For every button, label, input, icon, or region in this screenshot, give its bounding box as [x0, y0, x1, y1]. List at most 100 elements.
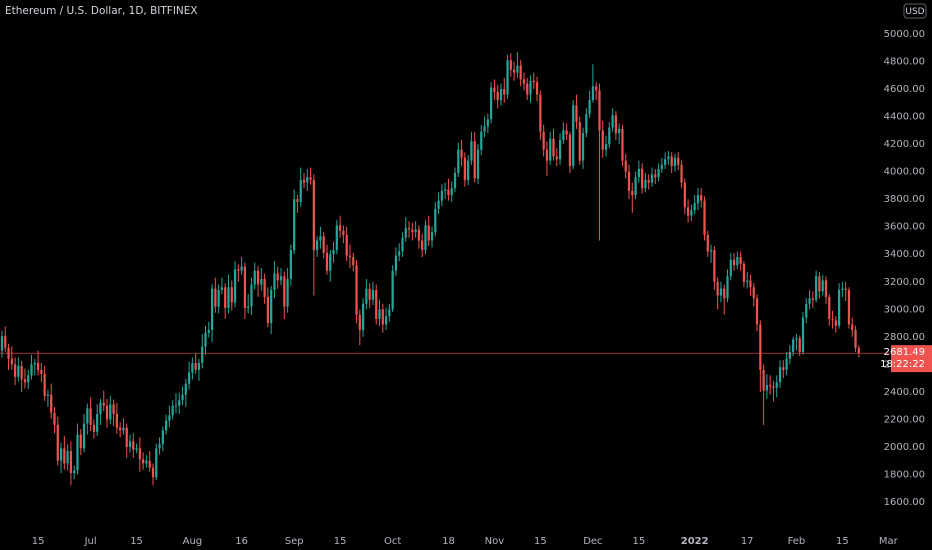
candle-body	[755, 298, 759, 325]
candle-body	[509, 60, 512, 70]
candle-body	[283, 276, 286, 307]
candle-body	[437, 200, 440, 209]
candles	[0, 51, 890, 486]
candle-body	[335, 225, 338, 251]
candle-body	[795, 338, 798, 340]
candle-body	[119, 427, 122, 431]
candle-body	[673, 157, 677, 167]
candle-body	[854, 329, 857, 348]
candle-body	[608, 127, 611, 145]
y-tick-label: 2400.00	[884, 387, 925, 398]
x-tick-label: Aug	[183, 536, 203, 547]
candle-body	[273, 273, 276, 291]
candle-body	[598, 90, 601, 131]
candle-body	[138, 448, 141, 460]
candle-body	[723, 288, 726, 299]
candle-body	[535, 82, 539, 95]
candle-body	[778, 367, 782, 383]
candle-body	[365, 288, 368, 304]
candle-body	[716, 281, 719, 296]
candle-body	[493, 87, 496, 92]
candle-body	[184, 383, 187, 395]
candle-body	[667, 156, 670, 160]
candle-body	[197, 362, 201, 370]
y-tick-label: 4000.00	[884, 167, 925, 178]
candle-body	[641, 168, 644, 189]
candle-body	[276, 273, 279, 281]
candle-body	[627, 171, 631, 191]
candle-body	[40, 369, 43, 374]
candle-body	[677, 157, 680, 165]
candle-body	[496, 91, 499, 101]
candle-body	[293, 199, 296, 251]
candle-body	[519, 65, 522, 80]
candle-body	[66, 451, 69, 464]
candle-body	[683, 182, 686, 208]
candle-body	[355, 265, 358, 315]
candle-body	[250, 284, 253, 307]
candle-body	[43, 373, 46, 397]
candle-body	[834, 320, 837, 326]
candle-body	[338, 225, 342, 231]
candle-body	[490, 87, 493, 120]
candle-body	[312, 179, 315, 251]
candle-body	[601, 130, 604, 150]
candle-body	[73, 470, 76, 474]
candle-body	[240, 266, 243, 271]
candle-body	[545, 149, 549, 161]
candle-body	[503, 89, 506, 95]
candle-body	[345, 234, 348, 256]
candle-body	[522, 79, 526, 84]
countdown: 18:22:22	[880, 359, 925, 370]
candle-body	[388, 309, 391, 317]
candle-body	[749, 280, 752, 288]
candle-body	[309, 177, 312, 180]
candle-body	[102, 402, 105, 406]
chart-title: Ethereum / U.S. Dollar, 1D, BITFINEX	[5, 5, 198, 17]
candle-body	[828, 296, 831, 319]
candle-body	[214, 288, 217, 307]
y-tick-label: 2000.00	[884, 442, 925, 453]
candle-body	[20, 365, 23, 380]
candle-body	[650, 174, 654, 183]
candle-body	[585, 113, 588, 134]
candle-body	[555, 156, 558, 160]
currency-badge[interactable]	[903, 3, 927, 19]
candle-body	[404, 228, 407, 238]
candle-body	[759, 324, 762, 370]
candle-body	[746, 280, 749, 282]
candle-body	[467, 160, 470, 180]
candle-body	[637, 168, 640, 178]
candle-body	[801, 317, 805, 352]
candle-body	[302, 179, 306, 183]
x-tick-label: 15	[32, 536, 45, 547]
candle-body	[0, 336, 4, 351]
candle-body	[434, 208, 437, 233]
candle-body	[614, 115, 617, 134]
candle-body	[739, 256, 742, 264]
candle-body	[713, 250, 716, 282]
candle-body	[634, 177, 637, 196]
candle-body	[706, 234, 709, 252]
candle-body	[805, 303, 808, 318]
y-tick-label: 4800.00	[884, 57, 925, 68]
candle-body	[158, 444, 161, 449]
candle-body	[621, 128, 624, 161]
candle-body	[447, 189, 450, 196]
candle-body	[591, 86, 595, 101]
candle-body	[161, 430, 164, 445]
candle-body	[148, 460, 151, 468]
candle-body	[63, 448, 66, 464]
y-tick-label: 4600.00	[884, 84, 925, 95]
grid	[37, 525, 889, 528]
candle-body	[463, 157, 466, 180]
candle-body	[798, 338, 801, 352]
candle-body	[329, 254, 332, 271]
y-tick-label: 3800.00	[884, 194, 925, 205]
candle-body	[56, 424, 59, 461]
candle-body	[325, 252, 329, 271]
candle-body	[289, 250, 292, 280]
candle-body	[50, 394, 53, 413]
